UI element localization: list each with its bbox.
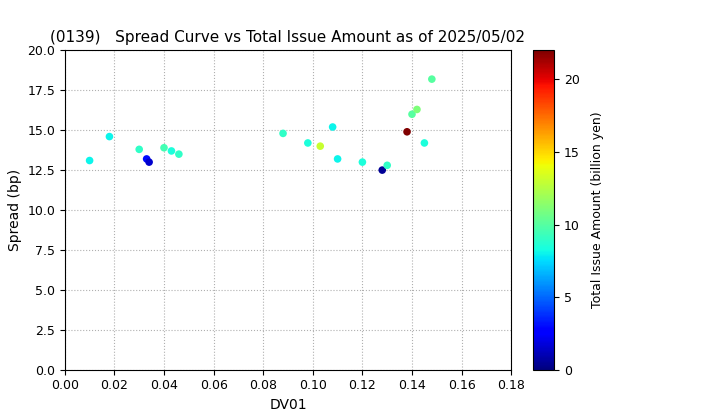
- Point: [166, 147, 177, 154]
- Y-axis label: Spread (bp): Spread (bp): [8, 169, 22, 251]
- Y-axis label: Total Issue Amount (billion yen): Total Issue Amount (billion yen): [591, 112, 604, 308]
- Point: [411, 106, 423, 113]
- Point: [141, 155, 153, 162]
- Point: [377, 167, 388, 173]
- Point: [356, 159, 368, 165]
- Point: [302, 139, 314, 146]
- Point: [418, 139, 430, 146]
- Point: [158, 144, 170, 151]
- Point: [315, 143, 326, 150]
- Point: [401, 129, 413, 135]
- Point: [332, 155, 343, 162]
- Point: [426, 76, 438, 82]
- Point: [327, 123, 338, 130]
- Point: [133, 146, 145, 153]
- X-axis label: DV01: DV01: [269, 398, 307, 412]
- Point: [382, 162, 393, 169]
- Point: [173, 151, 184, 158]
- Point: [143, 159, 155, 165]
- Point: [104, 133, 115, 140]
- Point: [406, 111, 418, 118]
- Title: (0139)   Spread Curve vs Total Issue Amount as of 2025/05/02: (0139) Spread Curve vs Total Issue Amoun…: [50, 30, 526, 45]
- Point: [84, 157, 95, 164]
- Point: [277, 130, 289, 137]
